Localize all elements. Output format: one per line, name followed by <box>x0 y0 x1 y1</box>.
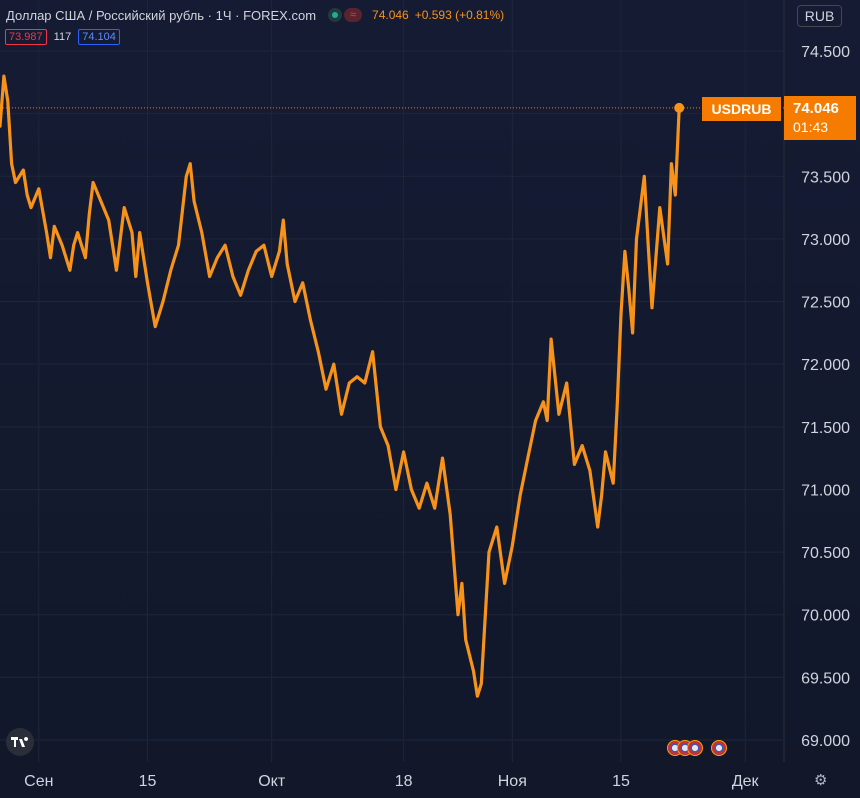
y-tick-label: 71.500 <box>801 420 850 437</box>
y-tick-label: 69.000 <box>801 733 850 750</box>
x-tick-label: Ноя <box>498 773 527 790</box>
y-tick-label: 73.500 <box>801 169 850 186</box>
currency-button[interactable]: RUB <box>797 5 842 27</box>
us-flag-event-icon[interactable] <box>711 740 727 756</box>
last-price: 74.046 <box>372 8 409 22</box>
bar-countdown: 01:43 <box>793 119 829 135</box>
y-tick-label: 73.000 <box>801 232 850 249</box>
x-tick-label: 15 <box>139 773 157 790</box>
y-tick-label: 69.500 <box>801 670 850 687</box>
y-tick-label: 70.000 <box>801 608 850 625</box>
bid-ask-row: 73.987 117 74.104 <box>5 29 120 45</box>
sell-price[interactable]: 73.987 <box>5 29 47 45</box>
price-change: +0.593 (+0.81%) <box>414 8 505 22</box>
us-flag-event-icon[interactable] <box>687 740 703 756</box>
y-tick-label: 72.500 <box>801 295 850 312</box>
y-tick-label: 71.000 <box>801 482 850 499</box>
x-tick-label: 15 <box>612 773 630 790</box>
market-open-icon <box>328 8 343 22</box>
economic-events[interactable] <box>667 740 727 758</box>
usdrub-price-line <box>0 74 681 698</box>
y-tick-label: 74.500 <box>801 44 850 61</box>
x-tick-label: Дек <box>732 773 760 790</box>
gear-icon[interactable]: ⚙ <box>814 772 828 789</box>
price-axis-label: 74.046 01:43 <box>784 96 856 140</box>
y-axis: 69.000 69.500 70.000 70.500 71.000 71.500 72.0… <box>801 44 850 750</box>
x-tick-label: Окт <box>258 773 286 790</box>
buy-price[interactable]: 74.104 <box>78 29 120 45</box>
symbol-price-label: USDRUB <box>702 97 781 121</box>
x-axis: Сен 15 Окт 18 Ноя 15 Дек <box>24 773 759 790</box>
tradingview-logo-icon[interactable] <box>6 728 34 756</box>
last-price-marker <box>674 102 685 113</box>
y-tick-label: 72.000 <box>801 357 850 374</box>
x-tick-label: Сен <box>24 773 53 790</box>
price-axis-value: 74.046 <box>793 100 839 117</box>
symbol-title[interactable]: Доллар США / Российский рубль · 1Ч · FOR… <box>6 7 317 23</box>
market-status[interactable]: ≈ <box>328 8 363 22</box>
chart-grid <box>0 0 785 762</box>
chart-legend: Доллар США / Российский рубль · 1Ч · FOR… <box>6 6 504 24</box>
wave-icon: ≈ <box>344 8 363 22</box>
y-tick-label: 70.500 <box>801 545 850 562</box>
x-tick-label: 18 <box>395 773 413 790</box>
spread-value: 117 <box>53 31 72 43</box>
